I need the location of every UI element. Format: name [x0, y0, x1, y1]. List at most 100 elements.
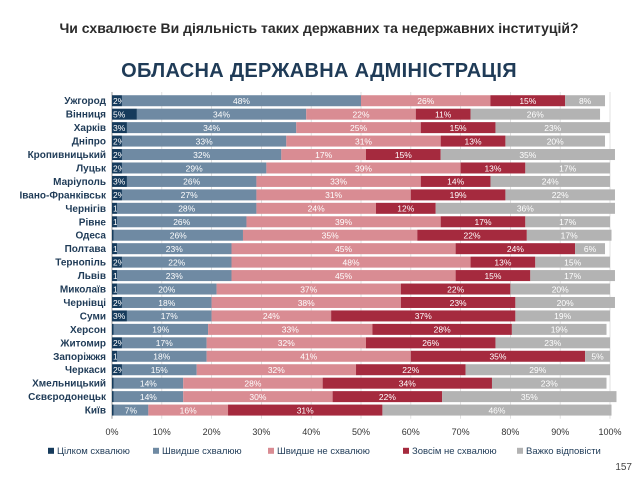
bar-segment [112, 391, 114, 403]
bar-segment [511, 323, 607, 335]
category-label: Луцьк [76, 163, 107, 174]
bar-segment [515, 310, 610, 322]
bar-segment [435, 202, 615, 214]
bar-segment [231, 256, 471, 268]
data-label: 31% [355, 136, 372, 146]
data-label: 20% [557, 298, 574, 308]
data-label: 3% [113, 311, 126, 321]
data-label: 31% [297, 405, 314, 415]
category-label: Житомир [59, 338, 106, 349]
bar-segment [470, 108, 601, 120]
data-label: 36% [517, 204, 534, 214]
bar-segment [231, 270, 456, 282]
data-label: 2% [113, 163, 126, 173]
bar-segment [116, 283, 217, 295]
bar-segment [211, 310, 332, 322]
bar-segment [112, 149, 122, 161]
data-label: 2% [113, 338, 126, 348]
data-label: 7% [125, 405, 138, 415]
data-label: 19% [554, 311, 571, 321]
data-label: 5% [113, 109, 126, 119]
category-label: Дніпро [72, 137, 106, 148]
bar-segment [183, 391, 333, 403]
bar-segment [112, 243, 117, 255]
bar-segment [228, 404, 383, 416]
data-label: 23% [544, 338, 561, 348]
bar-segment [400, 296, 516, 308]
bar-segment [442, 391, 617, 403]
bar-segment [530, 270, 615, 282]
bar-segment [208, 323, 373, 335]
bar-segment [256, 189, 411, 201]
data-label: 17% [559, 217, 576, 227]
data-label: 15% [564, 257, 581, 267]
bar-segment [116, 270, 232, 282]
bar-segment [112, 270, 117, 282]
bar-segment [206, 350, 411, 362]
bar-segment [112, 337, 122, 349]
data-label: 18% [158, 298, 175, 308]
x-tick-label: 30% [252, 427, 270, 437]
legend-label: Важко відповісти [526, 446, 601, 457]
bar-segment [375, 202, 436, 214]
data-label: 37% [415, 311, 432, 321]
x-tick-label: 70% [452, 427, 470, 437]
bar-segment [112, 283, 117, 295]
bar-segment [136, 108, 307, 120]
data-label: 5% [591, 352, 604, 362]
bar-segment [113, 377, 184, 389]
bar-segment [126, 175, 257, 187]
data-label: 46% [488, 405, 505, 415]
bar-segment [242, 229, 418, 241]
bar-segment [112, 189, 122, 201]
data-label: 38% [298, 298, 315, 308]
category-label: Херсон [70, 325, 106, 336]
bar-segment [440, 216, 526, 228]
bars: 2% 48% 26% 15% 8%5% 34% 22% 11% 26%3% 34% 25% 15% 23… [112, 95, 617, 416]
data-label: 32% [278, 338, 295, 348]
category-label: Одеса [75, 231, 106, 242]
legend: Цілком схвалюю Швидше схвалюю Швидше не сх… [48, 446, 601, 457]
bar-segment [112, 162, 122, 174]
legend-label: Швидше не схвалюю [277, 446, 370, 457]
bar-segment [256, 175, 421, 187]
bar-segment [116, 243, 232, 255]
data-label: 34% [399, 378, 416, 388]
legend-swatch [268, 447, 274, 454]
bar-segment [415, 108, 471, 120]
data-label: 20% [547, 136, 564, 146]
bar-segment [490, 95, 566, 107]
bar-segment [196, 364, 357, 376]
legend-swatch [403, 447, 409, 454]
bar-segment [112, 404, 114, 416]
bar-segment [121, 189, 257, 201]
x-tick-label: 90% [551, 427, 569, 437]
legend-label: Цілком схвалюю [57, 446, 130, 457]
bar-segment [465, 364, 610, 376]
data-label: 11% [435, 109, 452, 119]
category-label: Ужгород [64, 96, 106, 107]
category-label: Івано-Франківськ [20, 190, 107, 201]
data-label: 26% [183, 177, 200, 187]
bar-segment [112, 364, 122, 376]
legend-swatch [517, 447, 523, 454]
bar-segment [266, 162, 461, 174]
bar-segment [211, 296, 401, 308]
data-label: 20% [552, 284, 569, 294]
category-label: Кропивницький [28, 150, 106, 161]
data-label: 19% [152, 325, 169, 335]
data-label: 31% [325, 190, 342, 200]
legend-label: Швидше схвалюю [162, 446, 242, 457]
data-label: 35% [489, 352, 506, 362]
data-label: 22% [379, 392, 396, 402]
bar-segment [440, 135, 506, 147]
data-label: 41% [300, 352, 317, 362]
category-label: Тернопіль [55, 258, 106, 269]
data-label: 23% [541, 378, 558, 388]
data-label: 45% [335, 244, 352, 254]
data-label: 28% [244, 378, 261, 388]
bar-segment [410, 350, 586, 362]
data-label: 33% [196, 136, 213, 146]
data-label: 15% [395, 150, 412, 160]
